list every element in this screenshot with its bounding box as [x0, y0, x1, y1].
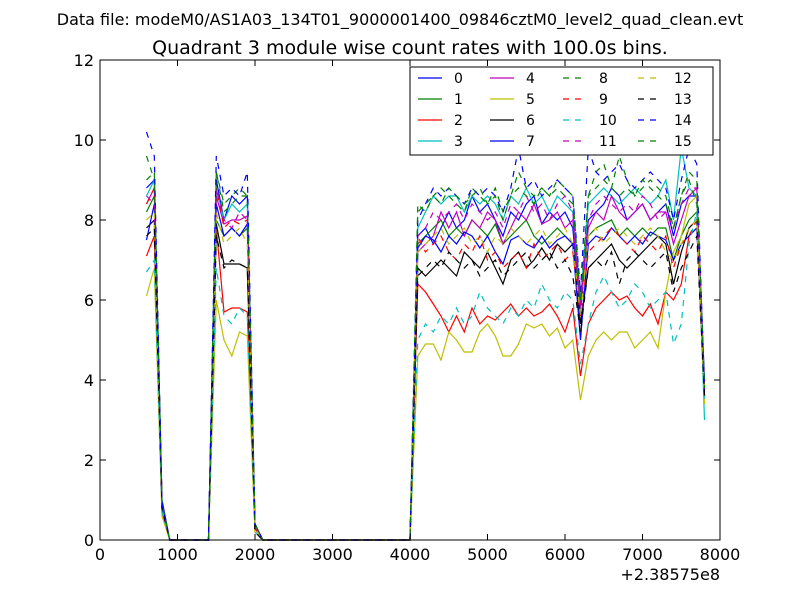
x-tick-label: 3000: [312, 545, 353, 564]
legend-label-12: 12: [674, 71, 692, 87]
y-tick-label: 10: [74, 131, 94, 150]
legend-label-2: 2: [454, 113, 463, 129]
series-line-9: [145, 187, 706, 541]
legend-frame: [409, 66, 714, 156]
chart-title: Quadrant 3 module wise count rates with …: [152, 37, 668, 59]
legend-label-1: 1: [454, 92, 463, 108]
y-tick-label: 6: [84, 291, 94, 310]
x-tick-label: 5000: [467, 545, 508, 564]
legend-label-14: 14: [674, 113, 692, 129]
x-tick-label: 8000: [700, 545, 741, 564]
series-line-4: [145, 186, 706, 541]
x-tick-label: 4000: [390, 545, 431, 564]
x-tick-label: 6000: [545, 545, 586, 564]
series-line-6: [146, 218, 706, 541]
y-tick-label: 8: [84, 211, 94, 230]
legend-label-10: 10: [599, 113, 617, 129]
legend-label-4: 4: [526, 71, 535, 87]
plot-lines: [145, 131, 706, 541]
legend-label-3: 3: [454, 134, 463, 150]
series-line-12: [146, 210, 706, 541]
legend-label-6: 6: [526, 113, 535, 129]
y-tick-label: 0: [84, 531, 94, 550]
series-line-11: [146, 187, 706, 541]
y-tick-label: 4: [84, 371, 94, 390]
x-tick-label: 0: [95, 545, 105, 564]
legend-label-11: 11: [599, 134, 617, 150]
x-axis: 0 1000 2000 3000 4000 5000 6000 7000 8000: [95, 60, 740, 564]
series-line-13: [146, 226, 706, 541]
series-line-8: [145, 153, 706, 541]
x-tick-label: 2000: [235, 545, 276, 564]
series-line-14: [145, 131, 706, 541]
chart-suptitle: Data file: modeM0/AS1A03_134T01_90000014…: [57, 10, 743, 30]
legend-label-5: 5: [526, 92, 535, 108]
x-offset-label: +2.38575e8: [620, 565, 720, 584]
series-line-5: [145, 194, 706, 541]
series-line-7: [145, 203, 706, 541]
legend-label-0: 0: [454, 71, 463, 87]
legend-label-15: 15: [674, 134, 692, 150]
legend-label-8: 8: [599, 71, 608, 87]
legend-label-9: 9: [599, 92, 608, 108]
x-tick-label: 1000: [157, 545, 198, 564]
legend-label-7: 7: [526, 134, 535, 150]
legend-label-13: 13: [674, 92, 692, 108]
series-line-10: [145, 211, 706, 541]
x-tick-label: 7000: [622, 545, 663, 564]
y-tick-label: 12: [74, 51, 94, 70]
series-line-2: [145, 226, 706, 541]
series-line-1: [145, 195, 706, 541]
y-tick-label: 2: [84, 451, 94, 470]
